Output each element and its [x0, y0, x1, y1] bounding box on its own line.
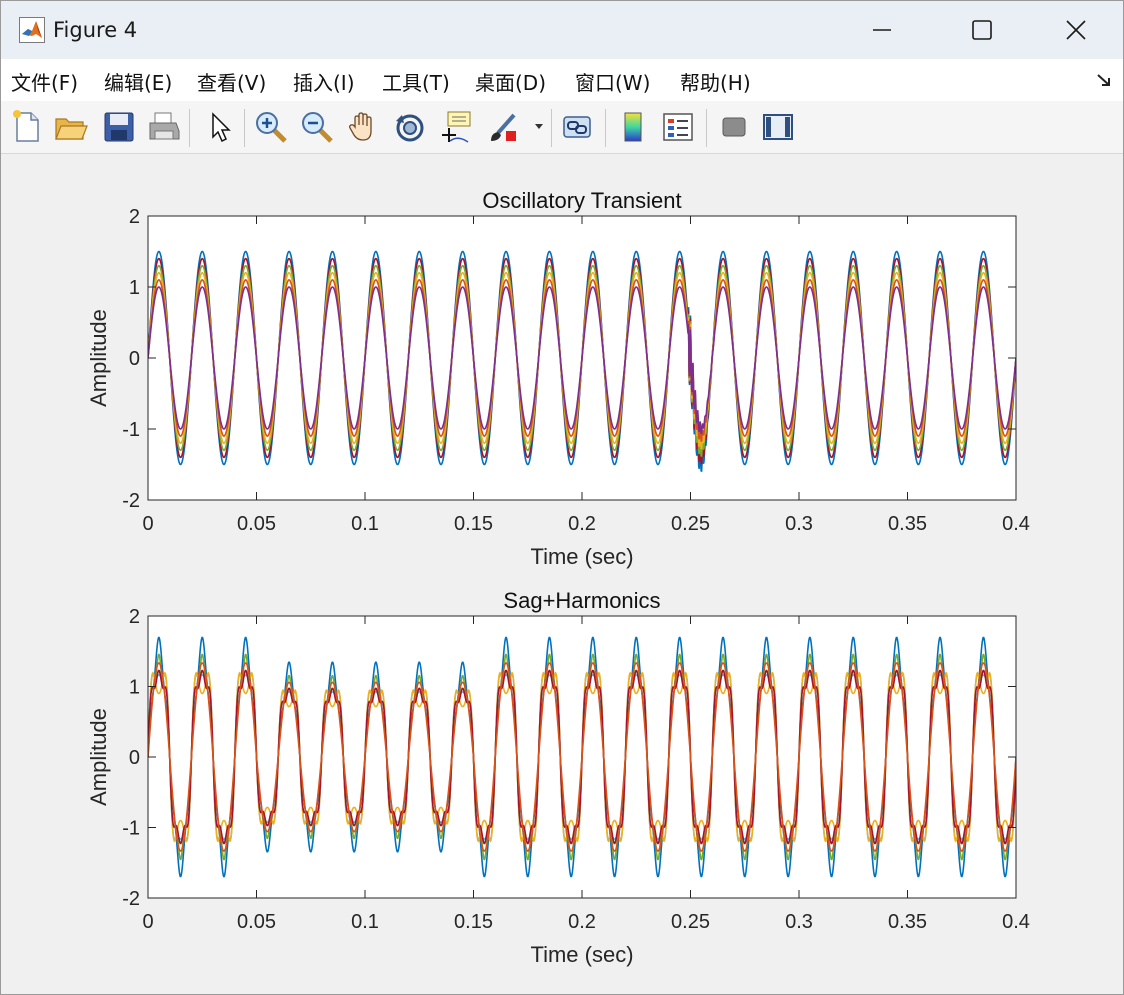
menu-file[interactable]: 文件(F): [11, 71, 79, 95]
y-axis-label: Amplitude: [86, 708, 111, 806]
series-line-1: [148, 662, 1016, 852]
y-tick-label: 2: [129, 606, 140, 628]
x-tick-label: 0.05: [237, 911, 276, 933]
brush-dropdown-icon[interactable]: [533, 121, 545, 131]
chart-title: Oscillatory Transient: [482, 188, 681, 213]
x-tick-label: 0.35: [888, 911, 927, 933]
minimize-icon: [873, 29, 891, 31]
x-tick-label: 0.25: [671, 513, 710, 535]
close-button[interactable]: [1029, 1, 1123, 59]
chart-2: 0 0.05 0.1 0.15 0.2 0.25 0.3 0.35 0.4 -2 -1 0 1 2 Sag+…: [86, 588, 1030, 967]
menu-edit[interactable]: 编辑(E): [104, 71, 173, 95]
window-title: Figure 4: [53, 18, 138, 42]
y-tick-label: 1: [129, 277, 140, 299]
maximize-icon: [972, 20, 992, 40]
data-cursor-icon[interactable]: [438, 109, 474, 145]
y-tick-label: -1: [122, 818, 140, 840]
figure-toolbar: [1, 101, 1123, 154]
y-tick-label: 0: [129, 747, 140, 769]
x-tick-label: 0.25: [671, 911, 710, 933]
toolbar-separator: [551, 109, 552, 147]
open-file-icon[interactable]: [53, 109, 89, 145]
y-axis-label: Amplitude: [86, 309, 111, 407]
toolbar-separator: [189, 109, 190, 147]
x-tick-label: 0.2: [568, 911, 596, 933]
y-tick-label: -2: [122, 888, 140, 910]
menu-help[interactable]: 帮助(H): [680, 71, 751, 95]
x-axis-label: Time (sec): [530, 544, 633, 569]
x-tick-label: 0.3: [785, 513, 813, 535]
pan-hand-icon[interactable]: [346, 109, 382, 145]
zoom-out-icon[interactable]: [299, 109, 335, 145]
y-tick-label: 2: [129, 206, 140, 228]
x-tick-label: 0.1: [351, 513, 379, 535]
x-tick-label: 0.05: [237, 513, 276, 535]
menu-view[interactable]: 查看(V): [197, 71, 267, 95]
figure-canvas: 0 0.05 0.1 0.15 0.2 0.25 0.3 0.35 0.4 -2 -1 0 1 2 Osci…: [1, 154, 1123, 994]
x-tick-label: 0.4: [1002, 911, 1030, 933]
hide-plot-tools-icon[interactable]: [716, 109, 752, 145]
print-icon[interactable]: [146, 109, 182, 145]
show-plot-tools-icon[interactable]: [760, 109, 796, 145]
legend-icon[interactable]: [660, 109, 696, 145]
menu-tools[interactable]: 工具(T): [382, 71, 450, 95]
title-bar[interactable]: Figure 4: [1, 1, 1123, 59]
chart-title: Sag+Harmonics: [503, 588, 660, 613]
minimize-button[interactable]: [835, 1, 929, 59]
figure-axes-canvas: 0 0.05 0.1 0.15 0.2 0.25 0.3 0.35 0.4 -2 -1 0 1 2 Osci…: [86, 188, 1030, 967]
x-tick-label: 0: [142, 911, 153, 933]
menu-window[interactable]: 窗口(W): [575, 71, 651, 95]
x-tick-label: 0.3: [785, 911, 813, 933]
y-tick-label: -1: [122, 419, 140, 441]
menu-bar: 文件(F) 编辑(E) 查看(V) 插入(I) 工具(T) 桌面(D) 窗口(W…: [1, 59, 1123, 101]
x-axis-label: Time (sec): [530, 942, 633, 967]
series-line-1: [148, 286, 1016, 435]
toolbar-separator: [605, 109, 606, 147]
menu-insert[interactable]: 插入(I): [293, 71, 355, 95]
chart-1: 0 0.05 0.1 0.15 0.2 0.25 0.3 0.35 0.4 -2 -1 0 1 2 Osci…: [86, 188, 1030, 569]
menu-desktop[interactable]: 桌面(D): [475, 71, 547, 95]
select-arrow-icon[interactable]: [203, 109, 239, 145]
series-group: [148, 250, 1016, 473]
y-tick-label: 0: [129, 348, 140, 370]
close-icon: [1066, 20, 1086, 40]
toolbar-separator: [706, 109, 707, 147]
zoom-in-icon[interactable]: [253, 109, 289, 145]
y-tick-label: -2: [122, 490, 140, 512]
matlab-logo-icon: [19, 17, 45, 43]
x-tick-label: 0.35: [888, 513, 927, 535]
x-tick-label: 0.4: [1002, 513, 1030, 535]
brush-icon[interactable]: [486, 109, 522, 145]
x-tick-label: 0.15: [454, 911, 493, 933]
x-tick-label: 0: [142, 513, 153, 535]
colorbar-icon[interactable]: [615, 109, 651, 145]
maximize-button[interactable]: [935, 1, 1029, 59]
x-tick-label: 0.1: [351, 911, 379, 933]
dock-figure-icon[interactable]: [1095, 71, 1113, 89]
x-tick-label: 0.15: [454, 513, 493, 535]
new-figure-icon[interactable]: [9, 109, 45, 145]
link-plot-icon[interactable]: [559, 109, 595, 145]
save-icon[interactable]: [101, 109, 137, 145]
x-tick-label: 0.2: [568, 513, 596, 535]
toolbar-separator: [244, 109, 245, 147]
rotate-3d-icon[interactable]: [392, 109, 428, 145]
y-tick-label: 1: [129, 677, 140, 699]
series-group: [148, 636, 1016, 878]
